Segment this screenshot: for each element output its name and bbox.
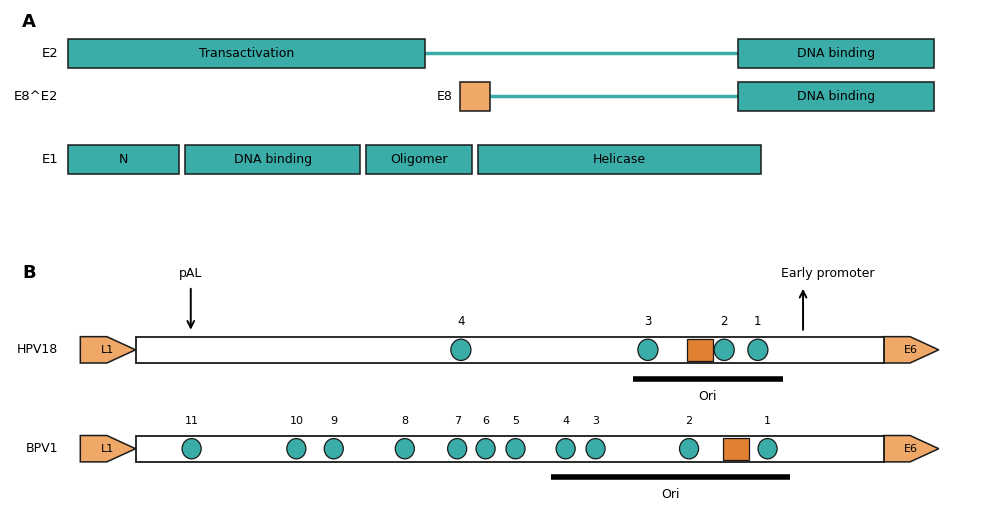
Text: BPV1: BPV1 — [26, 442, 58, 455]
Text: 2: 2 — [720, 314, 727, 328]
Polygon shape — [883, 337, 938, 363]
Text: 2: 2 — [685, 416, 692, 426]
Ellipse shape — [287, 439, 306, 459]
Ellipse shape — [395, 439, 414, 459]
Text: 7: 7 — [453, 416, 460, 426]
Text: 4: 4 — [562, 416, 569, 426]
Text: 4: 4 — [456, 314, 464, 328]
Text: 3: 3 — [644, 314, 651, 328]
Text: HPV18: HPV18 — [17, 343, 58, 356]
Ellipse shape — [182, 439, 201, 459]
Text: Early promoter: Early promoter — [780, 267, 874, 280]
Text: E1: E1 — [41, 153, 58, 166]
Ellipse shape — [757, 439, 776, 459]
Text: 10: 10 — [289, 416, 303, 426]
Text: E6: E6 — [904, 345, 917, 355]
Ellipse shape — [713, 339, 733, 360]
Ellipse shape — [506, 439, 525, 459]
Polygon shape — [883, 436, 938, 462]
Text: Oligomer: Oligomer — [390, 153, 447, 166]
Polygon shape — [80, 337, 135, 363]
Bar — [477, 145, 760, 174]
Text: B: B — [22, 264, 36, 282]
Text: E6: E6 — [904, 444, 917, 454]
Text: E8^E2: E8^E2 — [14, 90, 58, 103]
Bar — [135, 337, 883, 363]
Text: DNA binding: DNA binding — [234, 153, 311, 166]
Text: 8: 8 — [401, 416, 408, 426]
Ellipse shape — [586, 439, 605, 459]
Text: Ori: Ori — [660, 488, 679, 501]
Text: 9: 9 — [330, 416, 337, 426]
Text: DNA binding: DNA binding — [796, 90, 874, 103]
Bar — [686, 339, 712, 360]
Ellipse shape — [447, 439, 466, 459]
Text: 11: 11 — [185, 416, 199, 426]
Text: A: A — [22, 13, 36, 31]
Text: L1: L1 — [101, 345, 114, 355]
Text: Ori: Ori — [698, 390, 716, 404]
Text: E2: E2 — [41, 47, 58, 60]
Bar — [68, 145, 179, 174]
Bar — [366, 145, 471, 174]
Text: DNA binding: DNA binding — [796, 47, 874, 60]
Ellipse shape — [637, 339, 657, 360]
Bar — [737, 82, 933, 111]
Text: 3: 3 — [592, 416, 599, 426]
Ellipse shape — [475, 439, 494, 459]
Bar — [459, 82, 489, 111]
Text: Helicase: Helicase — [593, 153, 645, 166]
Text: 1: 1 — [753, 314, 761, 328]
Ellipse shape — [450, 339, 470, 360]
Text: 6: 6 — [481, 416, 488, 426]
Polygon shape — [80, 436, 135, 462]
Text: E8: E8 — [436, 90, 452, 103]
Text: pAL: pAL — [179, 267, 203, 280]
Bar — [135, 436, 883, 462]
Text: Transactivation: Transactivation — [199, 47, 294, 60]
Ellipse shape — [747, 339, 767, 360]
Ellipse shape — [679, 439, 698, 459]
Bar — [737, 39, 933, 68]
Bar — [68, 39, 424, 68]
Bar — [722, 438, 748, 459]
Bar — [185, 145, 360, 174]
Text: N: N — [118, 153, 128, 166]
Ellipse shape — [556, 439, 575, 459]
Ellipse shape — [324, 439, 343, 459]
Text: L1: L1 — [101, 444, 114, 454]
Text: 5: 5 — [512, 416, 519, 426]
Text: 1: 1 — [763, 416, 770, 426]
